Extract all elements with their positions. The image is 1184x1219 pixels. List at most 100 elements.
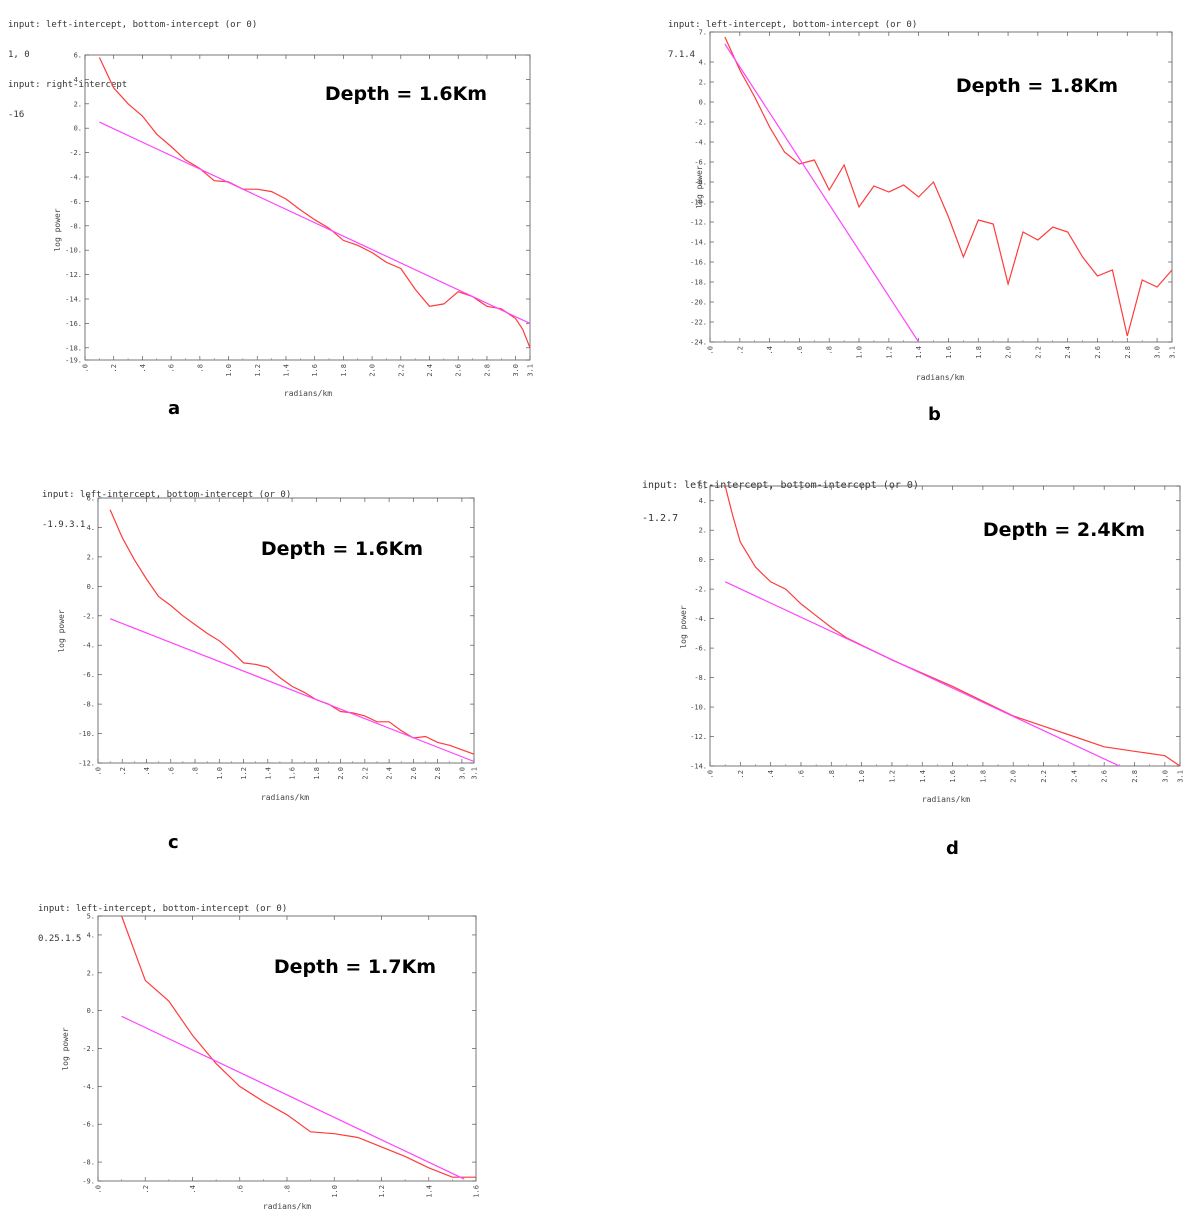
y-tick-label: 2. [699,527,707,535]
y-tick-label: 2. [87,969,95,977]
y-axis-title: log power [61,1027,70,1071]
fit-line [109,618,475,763]
y-tick-label: -24. [690,339,707,347]
plot-frame [709,31,1173,343]
x-tick-label: 2.8 [1131,770,1139,783]
y-tick-label: -6. [82,1121,95,1129]
chart-svg: 7. 4. 2. 0. -2. -4. -6. -8. -10. -12. -14. -16. -18.… [690,29,1176,383]
fit-line [724,581,1120,767]
x-tick-label: 1.0 [216,767,224,780]
y-tick-label: -4. [69,174,82,182]
y-tick-label: -18. [690,279,707,287]
x-tick-label: 2.8 [1124,346,1132,359]
y-tick-label: -20. [690,299,707,307]
x-tick-label: 2.6 [455,364,463,377]
y-tick-label: -8. [82,701,95,709]
prompt-text: input: left-intercept, bottom-intercept … [8,0,257,140]
x-tick-label: 1.4 [282,364,290,377]
spectrum-line [121,915,476,1178]
prompt-line: input: left-intercept, bottom-intercept … [38,904,288,914]
y-tick-label: 2. [87,553,95,561]
x-tick-label: 1.2 [885,346,893,359]
y-tick-label: -9. [82,1178,95,1186]
y-axis-title: log power [53,208,62,252]
x-tick-label: 1.4 [915,346,923,359]
y-tick-label: 4. [87,931,95,939]
prompt-line: input: left-intercept, bottom-intercept … [8,20,258,30]
x-tick-label: 1.2 [378,1185,386,1198]
y-tick-label: -12. [690,733,707,741]
x-tick-label: 1.0 [225,364,233,377]
y-tick-label: 0. [74,125,82,133]
y-tick-label: -12. [65,271,82,279]
prompt-line: input: right-intercept [8,80,128,90]
y-tick-label: 2. [74,100,82,108]
x-tick-label: .8 [828,770,836,778]
panel-label: b [928,404,941,425]
prompt-line: input: left-intercept, bottom-intercept … [42,490,292,500]
y-tick-label: -16. [65,320,82,328]
prompt-line: 7.1.4 [668,50,696,60]
y-tick-label: 0. [87,1007,95,1015]
y-tick-label: -4. [82,1083,95,1091]
y-axis-title: log power [679,605,688,649]
y-tick-label: -14. [65,296,82,304]
x-tick-label: 1.4 [425,1185,433,1198]
x-tick-label: .4 [139,364,147,372]
y-tick-label: -8. [694,674,707,682]
y-tick-label: -2. [82,612,95,620]
y-tick-label: -4. [694,615,707,623]
spectrum-line [724,36,1173,337]
x-tick-label: 3.0 [1161,770,1169,783]
y-tick-label: -10. [65,247,82,255]
y-tick-label: 5. [87,913,95,921]
y-axis-title: log power [57,609,66,653]
y-tick-label: -6. [82,671,95,679]
x-tick-label: 1.6 [289,767,297,780]
x-tick-label: 3.0 [1154,346,1162,359]
y-tick-label: -10. [78,730,95,738]
y-tick-label: -2. [694,586,707,594]
y-tick-label: -14. [690,239,707,247]
y-tick-label: -2. [694,119,707,127]
x-tick-label: 2.0 [369,364,377,377]
x-tick-label: .8 [196,364,204,372]
y-tick-label: 7. [699,29,707,37]
x-tick-label: .4 [766,346,774,354]
depth-annotation: Depth = 2.4Km [983,519,1145,541]
x-tick-label: .2 [142,1185,150,1193]
prompt-text: input: left-intercept, bottom-intercept … [38,884,287,964]
y-tick-label: -8. [694,179,707,187]
x-tick-label: 1.2 [240,767,248,780]
x-tick-label: 2.6 [1094,346,1102,359]
panel-label: c [168,832,179,853]
x-tick-label: .2 [110,364,118,372]
depth-annotation: Depth = 1.7Km [274,956,436,978]
x-axis-title: radians/km [261,793,309,802]
prompt-line: input: left-intercept, bottom-intercept … [642,480,919,491]
x-tick-label: 2.4 [1064,346,1072,359]
depth-annotation: Depth = 1.6Km [261,538,423,560]
x-tick-label: .0 [707,770,715,778]
y-tick-label: -16. [690,259,707,267]
x-tick-label: .0 [95,767,103,775]
x-tick-label: 2.8 [434,767,442,780]
x-tick-label: 2.0 [337,767,345,780]
x-tick-label: 2.4 [1070,770,1078,783]
prompt-text: input: left-intercept, bottom-intercept … [642,458,919,546]
prompt-line: 0.25.1.5 [38,934,82,944]
y-tick-label: -12. [78,760,95,768]
x-tick-label: .8 [192,767,200,775]
x-tick-label: .0 [95,1185,103,1193]
x-tick-label: 3.1 [471,767,479,780]
prompt-text: input: left-intercept, bottom-intercept … [668,0,917,80]
plot-frame [709,485,1181,767]
y-tick-label: 6. [74,52,82,60]
y-tick-label: -10. [690,704,707,712]
x-tick-label: 1.2 [888,770,896,783]
x-tick-label: 1.8 [975,346,983,359]
x-axis-title: radians/km [916,373,964,382]
x-tick-label: 1.0 [856,346,864,359]
y-tick-label: -8. [69,222,82,230]
prompt-line: -16 [8,110,25,120]
